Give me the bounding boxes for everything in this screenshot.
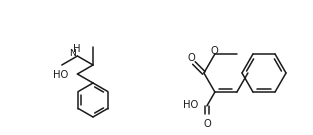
Text: N: N <box>69 50 76 58</box>
Text: HO: HO <box>53 70 69 80</box>
Text: HO: HO <box>183 100 198 110</box>
Text: O: O <box>210 46 218 56</box>
Text: O: O <box>187 53 195 63</box>
Text: H: H <box>73 44 80 54</box>
Text: O: O <box>203 119 211 129</box>
